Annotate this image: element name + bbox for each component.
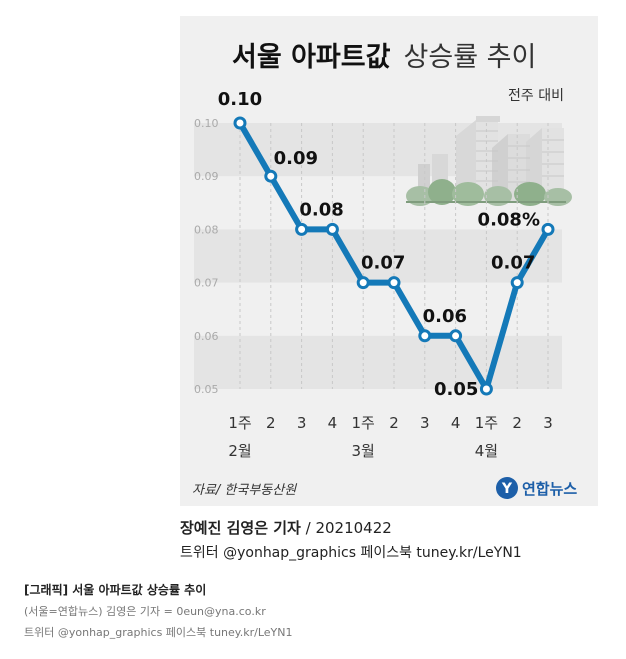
x-tick-label: 3 [420,414,430,432]
y-tick-label: 0.08 [194,223,219,236]
data-label: 0.08 [299,199,343,220]
x-tick-label: 1주 [228,414,251,432]
data-points [233,116,555,396]
source-label: 자료/ 한국부동산원 [192,483,297,498]
data-point [295,222,309,236]
y-tick-label: 0.05 [194,383,219,396]
chart-title-light: 상승률 추이 [404,42,537,73]
grid-band [194,229,562,283]
x-tick-label: 4 [451,414,461,432]
credit-block: 장예진 김영은 기자 / 20210422 트위터 @yonhap_graphi… [180,516,522,566]
data-point [356,276,370,290]
x-tick-label: 1주 [475,414,498,432]
month-label: 3월 [352,442,375,460]
x-tick-label: 2 [266,414,276,432]
data-labels: 0.10 0.09 0.08 0.07 0.06 0.05 0.07 0.08% [218,89,540,400]
chart-graphic: 0.10 0.09 0.08 0.07 0.06 0.05 1주 2 3 4 1주 2 3 4 1주 2 3 … [180,16,598,506]
data-label: 0.06 [423,306,467,327]
brand-logo: Y 연합뉴스 [496,477,577,499]
x-tick-label: 2 [512,414,522,432]
apartment-illustration [406,116,572,206]
publish-date: / 20210422 [300,519,392,537]
x-tick-label: 3 [543,414,553,432]
data-label: 0.07 [491,253,535,274]
reporter-name: 장예진 김영은 기자 [180,519,301,537]
data-point [264,169,278,183]
chart-subtitle: 전주 대비 [508,88,564,104]
y-tick-label: 0.09 [194,170,219,183]
sns-line: 트위터 @yonhap_graphics 페이스북 tuney.kr/LeYN1 [180,545,522,561]
data-point [387,276,401,290]
y-axis-ticks: 0.10 0.09 0.08 0.07 0.06 0.05 [194,117,219,396]
data-label: 0.05 [434,379,478,400]
x-axis-ticks: 1주 2 3 4 1주 2 3 4 1주 2 3 [228,414,552,432]
y-tick-label: 0.07 [194,277,219,290]
chart-title-bold: 서울 아파트값 [232,42,391,73]
month-labels: 2월 3월 4월 [228,442,498,460]
data-point [418,329,432,343]
caption-title: [그래픽] 서울 아파트값 상승률 추이 [24,583,207,597]
caption-line-2: 트위터 @yonhap_graphics 페이스북 tuney.kr/LeYN1 [24,626,293,639]
yonhap-logo-icon [496,477,518,499]
data-point [479,382,493,396]
line-chart: 0.100.090.080.070.060.05 1주 2 3 4 1주 2 3 4 1주 2 3 … [192,42,577,499]
logo-letter: Y [501,481,513,497]
caption-block: [그래픽] 서울 아파트값 상승률 추이 (서울=연합뉴스) 김영은 기자 = … [24,580,292,643]
data-label: 0.09 [274,148,318,169]
data-label: 0.08% [478,209,540,230]
data-label: 0.07 [361,253,405,274]
month-label: 2월 [228,442,251,460]
grid-band [194,335,562,389]
data-point [449,329,463,343]
month-label: 4월 [475,442,498,460]
x-tick-label: 1주 [352,414,375,432]
caption-line-1: (서울=연합뉴스) 김영은 기자 = 0eun@yna.co.kr [24,605,266,618]
data-point [233,116,247,130]
x-tick-label: 4 [328,414,338,432]
brand-name: 연합뉴스 [522,480,577,498]
y-tick-label: 0.10 [194,117,219,130]
x-tick-label: 2 [389,414,399,432]
data-label: 0.10 [218,89,262,110]
data-point [325,222,339,236]
grid-bands [194,123,562,389]
y-tick-label: 0.06 [194,330,219,343]
data-point [541,222,555,236]
svg-text:서울 아파트값 상승률 추이: 서울 아파트값 상승률 추이 [232,42,536,73]
category-guides [239,123,549,389]
data-point [510,276,524,290]
x-tick-label: 3 [297,414,307,432]
